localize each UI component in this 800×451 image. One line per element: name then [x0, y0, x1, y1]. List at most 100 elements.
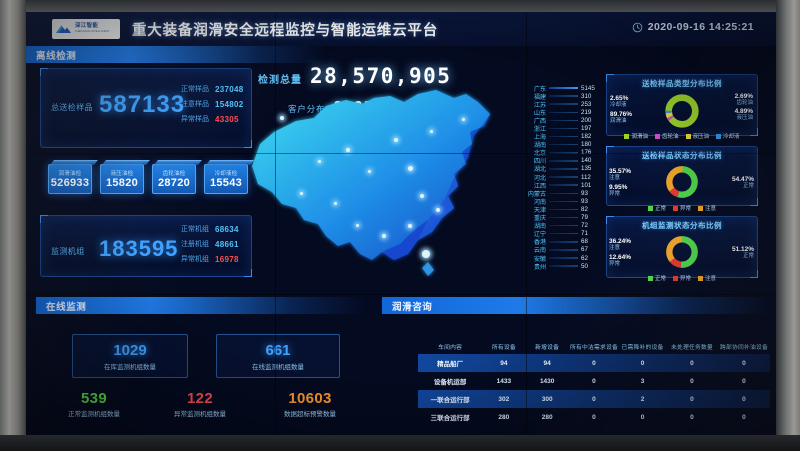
province-bar [549, 216, 578, 219]
cube-label: 冷却液检 [214, 171, 238, 177]
cube-hydraulic-oil[interactable]: 液压油检 15820 [100, 160, 150, 194]
table-cell: 0 [592, 395, 596, 403]
province-row[interactable]: 贵州 50 [520, 262, 598, 271]
stat-value: 122 [187, 390, 213, 407]
table-row[interactable]: 设备机运部 1433 1430 0 3 0 0 [418, 372, 770, 390]
province-bar [549, 135, 578, 138]
lubrication-table: 车间内容 所有设备 新增设备 所有中洁需求设备 已需降补的设备 未处理任务数量 … [418, 338, 770, 426]
table-column-header: 所有中洁需求设备 [569, 344, 618, 351]
map-data-point [408, 166, 413, 171]
legend-item: 异常 [672, 274, 691, 282]
table-row[interactable]: 一联合运行部 302 300 0 2 0 0 [418, 390, 770, 408]
table-cell-workshop: 一联合运行部 [430, 397, 470, 404]
box-label: 在线监测机组数量 [252, 363, 304, 371]
map-data-point [346, 148, 350, 152]
table-row[interactable]: 三联合运行部 280 280 0 0 0 0 [418, 408, 770, 426]
table-column-header: 新增设备 [535, 344, 560, 351]
map-data-point [394, 138, 398, 142]
province-bar [549, 103, 578, 105]
province-bar [549, 95, 578, 97]
province-value: 197 [581, 125, 592, 133]
wall-left-pillar [0, 0, 26, 451]
chart-title: 机组监测状态分布比例 [642, 221, 722, 230]
cube-top-face [154, 160, 202, 165]
dashboard-header: 深江智能 SHENJIANG INTELLIGENT 重大装备润滑安全远程监控与… [26, 12, 776, 46]
sample-stat-row: 注意样品 154802 [181, 100, 244, 110]
donut-name: 液压油 [736, 115, 753, 122]
legend-item: 润滑油 [624, 132, 648, 140]
donut-label: 36.24% 注意 [609, 238, 631, 252]
table-cell-workshop: 三联合运行部 [430, 415, 470, 422]
stat-value: 539 [81, 390, 107, 407]
table-row[interactable]: 精品船厂 94 94 0 0 0 0 [418, 354, 770, 372]
donut-label: 2.69% 齿轮油 [735, 93, 753, 107]
donut-label: 89.76% 润滑油 [610, 111, 632, 125]
province-bar [549, 241, 578, 243]
led-panel-seam [526, 12, 527, 435]
donut-name: 注意 [609, 175, 621, 182]
sample-stat-value: 154802 [215, 100, 244, 109]
donut-label: 9.95% 异常 [609, 184, 627, 198]
stat-label: 异常监测机组数量 [174, 411, 226, 418]
table-cell: 0 [690, 359, 694, 367]
province-value: 140 [581, 157, 592, 165]
unit-stat-value: 48661 [215, 240, 239, 249]
chart-sample-status-distribution: 送检样品状态分布比例 35.57% 注意 9.95% 异常 54.47% [606, 146, 758, 212]
donut-name: 正常 [742, 183, 754, 190]
province-bar [549, 160, 578, 162]
page-title: 重大装备润滑安全远程监控与智能运维云平台 [132, 22, 438, 39]
chart-title: 送检样品状态分布比例 [642, 151, 722, 160]
table-cell: 0 [742, 395, 746, 403]
province-value: 219 [581, 108, 592, 116]
legend-item: 正常 [647, 274, 666, 282]
box-value: 661 [265, 341, 291, 359]
ribbon-offline-detection: 离线检测 [26, 46, 326, 63]
table-cell: 2 [640, 395, 645, 403]
cube-value: 28720 [157, 177, 191, 189]
china-map [222, 74, 522, 289]
donut-name: 齿轮油 [736, 100, 753, 107]
donut-name: 异常 [609, 191, 621, 198]
donut-name: 异常 [609, 261, 621, 268]
legend-item: 正常 [647, 204, 666, 212]
donut-name: 润滑油 [610, 118, 627, 125]
cube-top-face [102, 160, 150, 165]
map-data-point [462, 118, 465, 121]
sample-stat-name: 异常样品 [181, 115, 209, 123]
sample-stats: 正常样品 237048 注意样品 154802 异常样品 43305 [181, 85, 244, 125]
map-data-point [420, 194, 424, 198]
chart-legend-2: 正常 异常 注意 [607, 274, 757, 282]
cube-coolant[interactable]: 冷却液检 15543 [204, 160, 254, 194]
unit-stats: 正常机组 68634 注册机组 48661 异常机组 16978 [181, 225, 239, 265]
table-cell: 0 [742, 413, 746, 421]
sample-total-value: 587133 [99, 91, 186, 118]
map-data-point [356, 224, 359, 227]
panel-sample-summary: 总送检样品 587133 正常样品 237048 注意样品 154802 异常样… [40, 68, 252, 148]
donut-name: 注意 [609, 245, 621, 252]
table-cell: 0 [592, 359, 596, 367]
province-bar [549, 143, 578, 146]
cube-gear-oil[interactable]: 齿轮油检 28720 [152, 160, 202, 194]
logo-text-sub: SHENJIANG INTELLIGENT [75, 29, 110, 33]
datetime-display: 2020-09-16 14:25:21 [632, 21, 754, 33]
cube-value: 526933 [50, 177, 90, 189]
sample-stat-row: 异常样品 43305 [181, 115, 244, 125]
stat-abnormal-units: 122 异常监测机组数量 [154, 390, 246, 418]
table-cell: 0 [742, 359, 746, 367]
video-wall-screen: 深江智能 SHENJIANG INTELLIGENT 重大装备润滑安全远程监控与… [26, 12, 776, 435]
unit-stat-name: 正常机组 [181, 225, 209, 233]
led-panel-seam [275, 12, 276, 435]
table-cell: 300 [541, 395, 553, 403]
cube-lubricant-oil[interactable]: 润滑油检 526933 [48, 160, 98, 194]
sample-stat-value: 237048 [215, 85, 244, 94]
table-cell: 94 [543, 359, 551, 367]
unit-stat-name: 注册机组 [181, 240, 209, 248]
table-cell: 280 [498, 413, 510, 421]
province-value: 50 [581, 262, 588, 270]
ribbon-online-monitoring: 在线监测 [36, 297, 366, 314]
table-column-header: 已需降补的设备 [621, 344, 664, 351]
unit-stat-row: 异常机组 16978 [181, 255, 239, 265]
province-bar [549, 87, 578, 89]
province-ranking-list: 广东 5145 福建 310 江苏 253 山东 219 广西 200 浙江 197 上海 182 湖南 18… [520, 84, 598, 271]
sample-stat-name: 正常样品 [181, 85, 209, 93]
